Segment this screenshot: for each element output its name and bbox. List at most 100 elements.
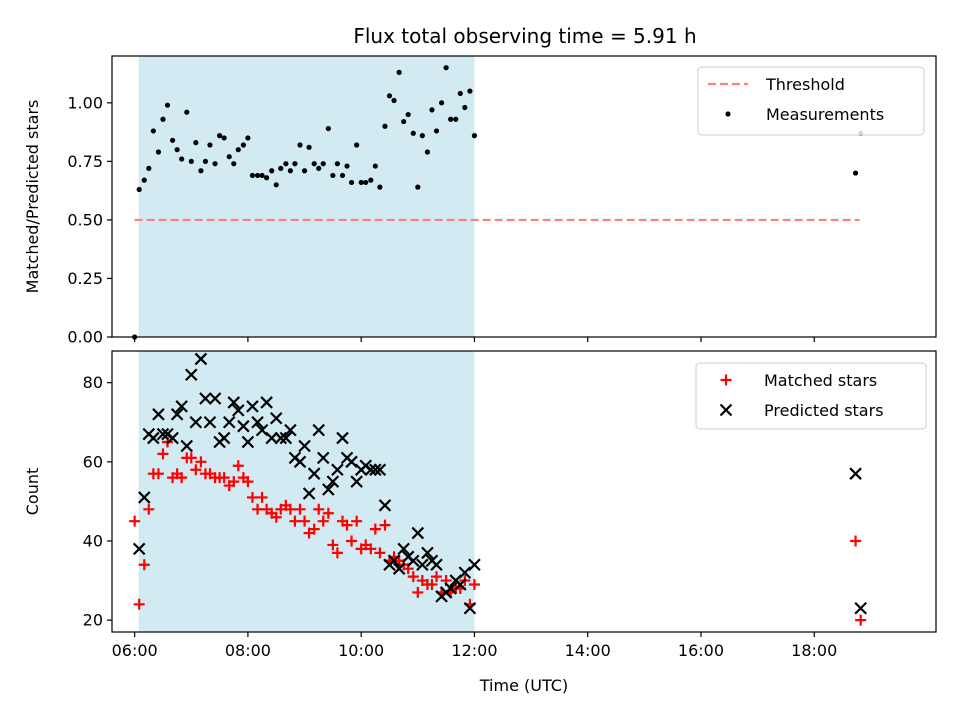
data-point (444, 582, 457, 595)
x-tick-label: 12:00 (451, 641, 497, 660)
legend-label: Matched stars (764, 371, 877, 390)
data-point (316, 451, 330, 465)
data-point (147, 431, 160, 445)
data-point (301, 168, 308, 174)
data-point (411, 526, 425, 540)
data-point (190, 464, 202, 476)
legend-label: Predicted stars (764, 401, 884, 420)
legend-swatch (720, 374, 732, 386)
data-point (372, 163, 378, 169)
data-point (227, 396, 241, 409)
data-point (152, 408, 165, 421)
data-point (354, 142, 360, 148)
data-point (419, 133, 425, 139)
data-point (430, 558, 443, 571)
data-point (160, 116, 166, 122)
data-point (369, 463, 382, 477)
data-point (346, 535, 358, 547)
data-point (259, 172, 265, 179)
data-point (185, 452, 197, 464)
data-point (170, 408, 184, 421)
data-point (350, 475, 363, 488)
data-point (185, 368, 198, 382)
y-tick-label: 60 (83, 452, 103, 471)
data-point (235, 147, 241, 153)
data-point (391, 97, 397, 104)
data-point (232, 404, 245, 417)
legend: Matched stars Predicted stars (695, 362, 927, 430)
top-panel: 0.00 0.25 0.50 0.75 1.00 Matched/Predicted st… (23, 55, 937, 347)
data-point (199, 392, 212, 405)
data-point (180, 439, 194, 453)
data-point (458, 566, 472, 579)
data-point (226, 154, 232, 160)
data-point (155, 149, 162, 155)
data-point (166, 431, 179, 445)
data-point (194, 352, 208, 366)
legend-box (697, 66, 925, 136)
x-tick-label: 14:00 (565, 641, 611, 660)
y-tick-label: 40 (83, 531, 103, 550)
data-point (331, 463, 344, 477)
x-tick-label: 18:00 (791, 641, 837, 660)
data-point (468, 579, 480, 591)
data-point (157, 448, 169, 460)
data-point (217, 133, 223, 139)
data-point (249, 172, 256, 179)
data-point (179, 156, 185, 162)
data-point (467, 88, 473, 94)
data-point (433, 128, 440, 134)
data-point (377, 184, 383, 190)
y-tick-label: 0.50 (67, 210, 103, 229)
data-point (208, 392, 222, 405)
data-point (240, 142, 246, 148)
data-point (232, 460, 244, 472)
data-point (364, 463, 378, 477)
data-point (401, 118, 407, 125)
data-point (344, 163, 350, 169)
data-point (193, 140, 199, 146)
data-point (387, 554, 401, 568)
data-point (317, 515, 329, 527)
data-point (854, 601, 867, 615)
data-point (336, 431, 349, 445)
legend-label: Threshold (765, 75, 845, 94)
data-point (251, 415, 264, 429)
data-point (416, 558, 429, 571)
data-point (448, 116, 454, 122)
data-point (312, 423, 325, 437)
data-point (152, 468, 164, 480)
data-point (443, 65, 449, 71)
data-point (397, 542, 410, 556)
data-point (855, 614, 867, 626)
series-measurements (132, 65, 864, 340)
data-point (279, 431, 293, 445)
data-point (850, 535, 862, 547)
data-point (454, 578, 467, 591)
x-tick-label: 16:00 (678, 641, 724, 660)
data-point (322, 483, 335, 496)
data-point (274, 431, 288, 445)
data-point (468, 558, 481, 571)
data-point (260, 396, 273, 409)
data-point (188, 158, 194, 164)
y-tick-label: 1.00 (67, 93, 103, 112)
data-point (307, 467, 321, 480)
data-point (217, 431, 231, 445)
chart-title: Flux total observing time = 5.91 h (353, 24, 696, 48)
data-point (136, 186, 142, 193)
data-point (198, 168, 204, 174)
data-point (345, 455, 358, 469)
data-point (311, 161, 317, 167)
data-point (325, 125, 331, 132)
data-point (254, 172, 261, 179)
data-point (138, 559, 150, 571)
data-point (462, 104, 468, 111)
data-point (221, 135, 227, 141)
data-point (369, 523, 381, 535)
x-tick-label: 08:00 (225, 641, 271, 660)
data-point (378, 499, 392, 512)
data-point (241, 435, 255, 449)
data-point (284, 423, 297, 437)
data-point (351, 515, 363, 527)
